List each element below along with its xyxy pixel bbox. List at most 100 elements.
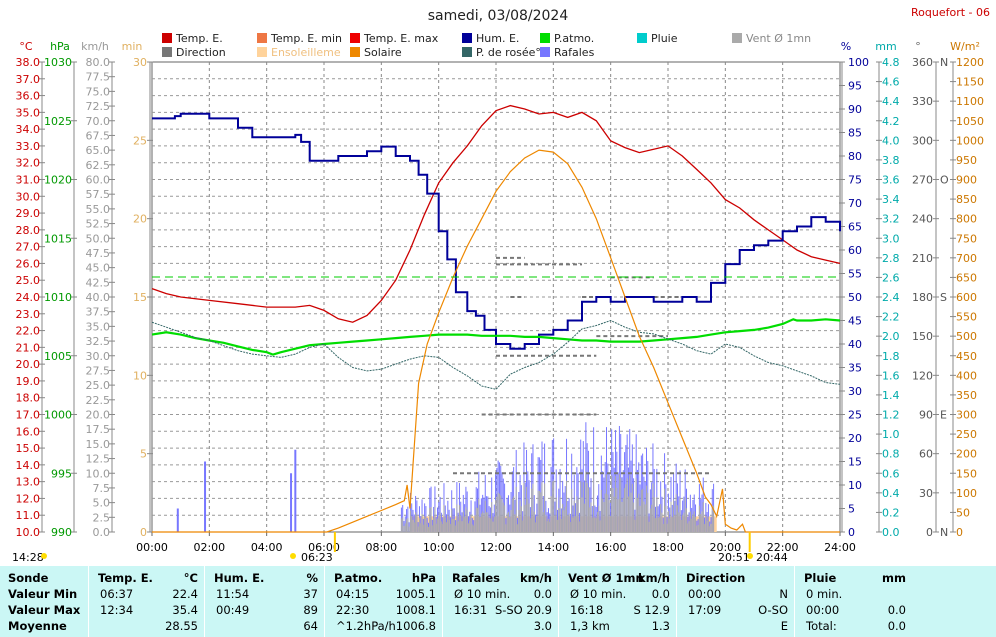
x-tick-label: 24:00 bbox=[824, 541, 856, 554]
tick-label-direction: 180 bbox=[912, 291, 933, 304]
table-cell: 04:15 bbox=[336, 587, 370, 601]
tick-label-solar: 250 bbox=[956, 428, 977, 441]
tick-label-humidity: 35 bbox=[848, 362, 862, 375]
legend-label: Solaire bbox=[364, 46, 402, 59]
legend-swatch bbox=[350, 47, 360, 57]
tick-label-solar: 800 bbox=[956, 213, 977, 226]
tick-label-sunshine: 0 bbox=[140, 526, 147, 539]
tick-label-solar: 850 bbox=[956, 193, 977, 206]
tick-label-temp: 10.0 bbox=[16, 526, 41, 539]
legend-label: P.atmo. bbox=[554, 32, 594, 45]
sunrise-icon bbox=[290, 553, 296, 559]
tick-label-direction: 300 bbox=[912, 134, 933, 147]
tick-label-wind: 40.0 bbox=[86, 291, 111, 304]
table-cell: 22.4 bbox=[172, 587, 198, 601]
table-column-hum: Hum. E.% 11:54 37 00:49 89 64 bbox=[206, 566, 324, 637]
table-cell: 0.0 bbox=[887, 603, 906, 617]
x-tick-label: 02:00 bbox=[193, 541, 225, 554]
table-column-patmo: P.atmo. hPa 04:15 1005.1 22:30 1008.1 ^1.2hPa/… bbox=[326, 566, 442, 637]
tick-label-humidity: 25 bbox=[848, 409, 862, 422]
tick-label-temp: 24.0 bbox=[16, 291, 41, 304]
station-name: Roquefort - 06 bbox=[911, 6, 990, 19]
table-cell: 3.0 bbox=[533, 619, 552, 633]
table-cell: Direction bbox=[686, 571, 746, 585]
table-cell: 16:18 bbox=[570, 603, 604, 617]
tick-label-wind: 0.0 bbox=[93, 526, 111, 539]
tick-label-temp: 16.0 bbox=[16, 425, 41, 438]
tick-label-rain: 2.2 bbox=[882, 311, 900, 324]
tick-label-solar: 100 bbox=[956, 487, 977, 500]
tick-label-temp: 15.0 bbox=[16, 442, 41, 455]
legend-swatch bbox=[462, 33, 472, 43]
table-cell: hPa bbox=[411, 571, 436, 585]
tick-label-solar: 300 bbox=[956, 409, 977, 422]
x-tick-label: 04:00 bbox=[251, 541, 283, 554]
tick-label-pressure: 1005 bbox=[44, 350, 72, 363]
tick-label-wind: 22.5 bbox=[86, 394, 111, 407]
table-cell: Total: bbox=[806, 619, 837, 633]
table-separator bbox=[794, 566, 795, 637]
table-column-temp: Temp. E. °C 06:37 22.4 12:34 35.4 28.55 bbox=[90, 566, 204, 637]
legend-label: Hum. E. bbox=[476, 32, 519, 45]
tick-label-temp: 18.0 bbox=[16, 392, 41, 405]
tick-label-temp: 33.0 bbox=[16, 140, 41, 153]
tick-label-humidity: 65 bbox=[848, 221, 862, 234]
table-cell: 00:49 bbox=[216, 603, 250, 617]
table-separator bbox=[442, 566, 443, 637]
tick-label-direction-name: N bbox=[940, 526, 948, 539]
tick-label-wind: 30.0 bbox=[86, 350, 111, 363]
tick-label-rain: 1.6 bbox=[882, 369, 900, 382]
tick-label-rain: 1.8 bbox=[882, 350, 900, 363]
tick-label-wind: 35.0 bbox=[86, 320, 111, 333]
tick-label-temp: 29.0 bbox=[16, 207, 41, 220]
tick-label-rain: 4.4 bbox=[882, 95, 900, 108]
table-cell: P.atmo. bbox=[334, 571, 383, 585]
line-series bbox=[151, 104, 841, 552]
table-separator bbox=[88, 566, 89, 637]
tick-label-rain: 1.0 bbox=[882, 428, 900, 441]
tick-label-rain: 0.2 bbox=[882, 506, 900, 519]
tick-label-wind: 37.5 bbox=[86, 306, 111, 319]
tick-label-temp: 30.0 bbox=[16, 190, 41, 203]
tick-label-rain: 2.4 bbox=[882, 291, 900, 304]
legend-label: Direction bbox=[176, 46, 226, 59]
table-cell: S 12.9 bbox=[633, 603, 670, 617]
legend-label: Temp. E. min bbox=[270, 32, 342, 45]
legend-swatch bbox=[257, 33, 267, 43]
tick-label-solar: 1000 bbox=[956, 134, 984, 147]
tick-label-humidity: 30 bbox=[848, 385, 862, 398]
tick-label-temp: 22.0 bbox=[16, 325, 41, 338]
tick-label-humidity: 80 bbox=[848, 150, 862, 163]
legend-label: Ensoleilleme bbox=[271, 46, 341, 59]
tick-label-solar: 450 bbox=[956, 350, 977, 363]
series-temp-e bbox=[151, 104, 841, 323]
tick-label-wind: 15.0 bbox=[86, 438, 111, 451]
legend-swatch bbox=[637, 33, 647, 43]
tick-label-solar: 900 bbox=[956, 174, 977, 187]
tick-label-humidity: 100 bbox=[848, 56, 869, 69]
table-column-dir: Direction 00:00 N 17:09 O-SO E bbox=[678, 566, 794, 637]
unit-rain: mm bbox=[875, 40, 896, 53]
tick-label-temp: 17.0 bbox=[16, 409, 41, 422]
x-tick-label: 16:00 bbox=[595, 541, 627, 554]
legend-swatch bbox=[350, 33, 360, 43]
tick-label-rain: 1.2 bbox=[882, 409, 900, 422]
x-tick-label: 12:00 bbox=[480, 541, 512, 554]
table-cell: E bbox=[780, 619, 788, 633]
tick-label-direction-name: O bbox=[940, 174, 949, 187]
tick-label-wind: 62.5 bbox=[86, 159, 111, 172]
series-p-atmo bbox=[151, 318, 841, 356]
legend-swatch bbox=[732, 33, 742, 43]
tick-label-wind: 5.0 bbox=[93, 497, 111, 510]
table-cell: 22:30 bbox=[336, 603, 370, 617]
tick-label-wind: 52.5 bbox=[86, 218, 111, 231]
tick-label-rain: 1.4 bbox=[882, 389, 900, 402]
table-cell: 0.0 bbox=[651, 587, 670, 601]
tick-label-direction-name: S bbox=[940, 291, 947, 304]
tick-label-rain: 2.6 bbox=[882, 271, 900, 284]
tick-label-solar: 1100 bbox=[956, 95, 984, 108]
table-cell: km/h bbox=[637, 571, 670, 585]
bar-series bbox=[176, 256, 717, 532]
axis-units: °C hPa km/h min % mm ° W/m² bbox=[19, 40, 979, 53]
tick-label-solar: 50 bbox=[956, 506, 970, 519]
